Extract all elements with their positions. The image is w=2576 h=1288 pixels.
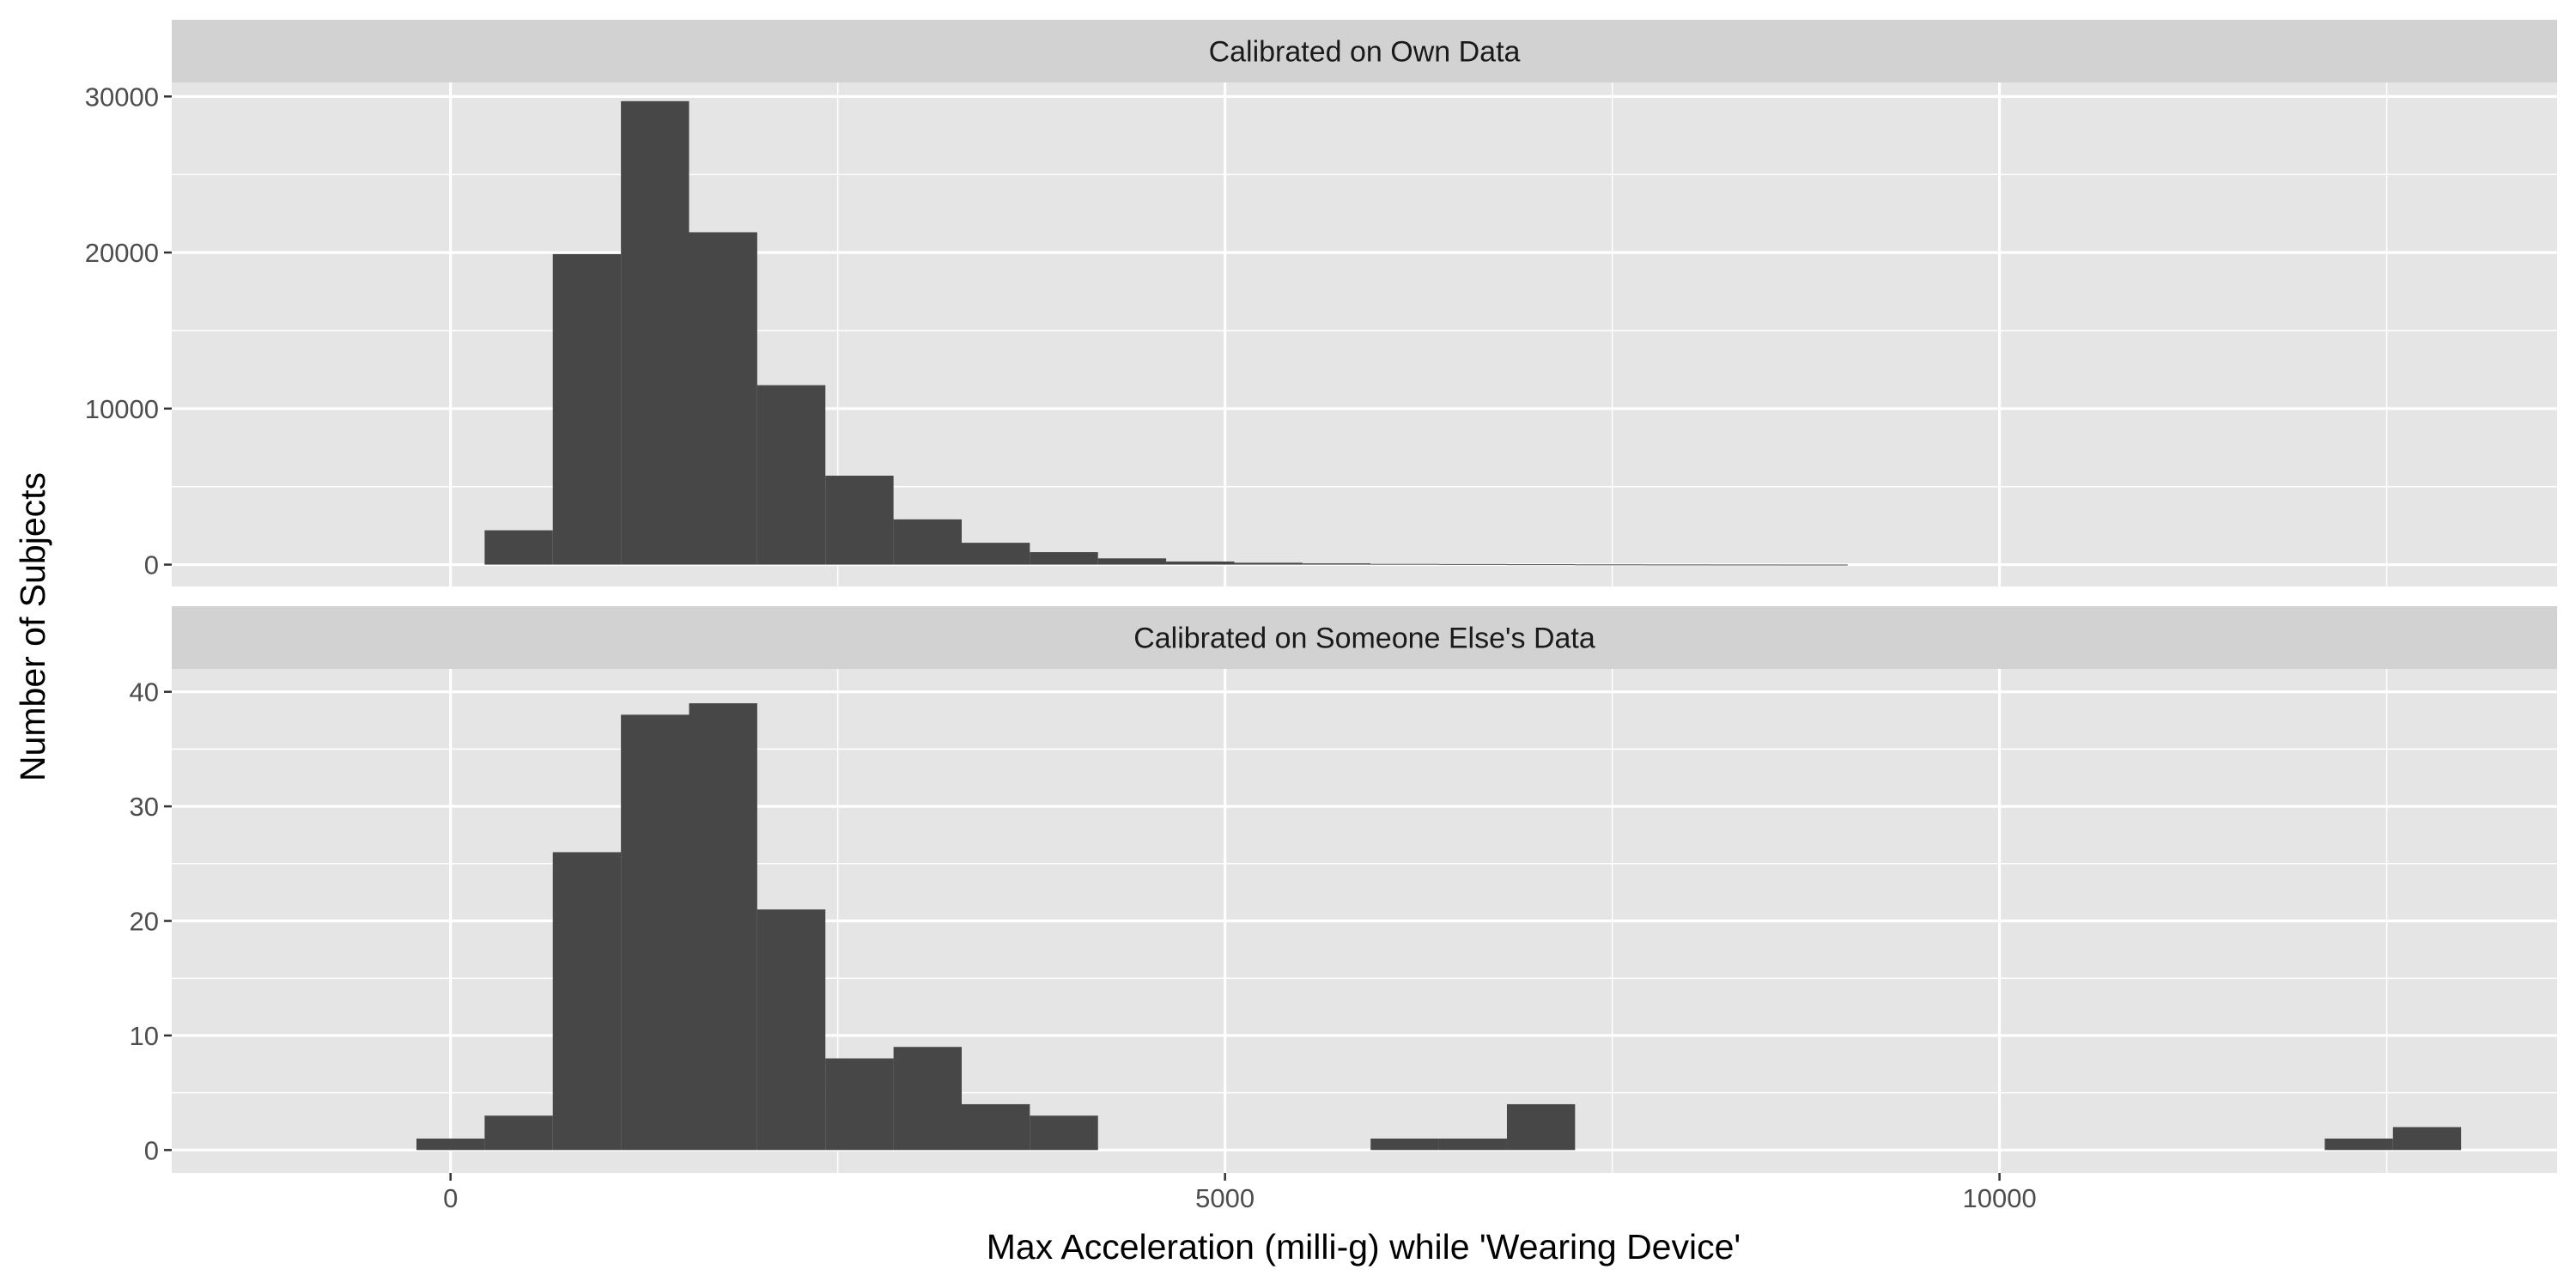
y-tick-label: 0 — [144, 1135, 159, 1165]
panels: Calibrated on Own Data0100002000030000Ca… — [85, 20, 2557, 1213]
histogram-bar — [825, 475, 894, 565]
histogram-bar — [689, 232, 757, 565]
panel-background — [172, 82, 2557, 586]
y-tick-label: 0 — [144, 550, 159, 580]
x-axis-title: Max Acceleration (milli-g) while 'Wearin… — [987, 1227, 1741, 1267]
histogram-bar — [1506, 1103, 1576, 1151]
panel-1: Calibrated on Own Data 0 10000 20000 30000 — [85, 20, 2557, 586]
y-axis-title: Number of Subjects — [13, 472, 52, 781]
histogram-bar — [1506, 564, 1576, 566]
histogram-bar — [484, 530, 553, 565]
panel-2: Calibrated on Someone Else's Data 0 10 20 30… — [130, 606, 2557, 1213]
histogram-bar — [552, 253, 622, 565]
histogram-bar — [621, 100, 690, 565]
x-tick-label: 10000 — [1962, 1183, 2036, 1213]
histogram-bar — [1643, 564, 1712, 566]
histogram-bar — [2392, 1127, 2462, 1151]
y-tick-label: 20 — [130, 907, 159, 937]
histogram-bar — [825, 1058, 894, 1151]
histogram-bar — [1438, 563, 1507, 565]
facet-strip-label: Calibrated on Someone Else's Data — [1133, 623, 1595, 655]
histogram-bar — [1438, 1138, 1507, 1151]
histogram-bars — [484, 100, 1848, 566]
histogram-bar — [1030, 552, 1098, 565]
x-tick-label: 5000 — [1195, 1183, 1255, 1213]
histogram-bar — [961, 543, 1030, 565]
y-tick-label: 30000 — [85, 82, 159, 112]
histogram-bar — [689, 703, 757, 1151]
histogram-bar — [1302, 563, 1371, 565]
histogram-bars — [416, 703, 2462, 1151]
histogram-bar — [1779, 564, 1848, 566]
histogram-bar — [961, 1103, 1030, 1151]
histogram-bar — [756, 385, 826, 565]
x-tick-label: 0 — [443, 1183, 458, 1213]
y-tick-label: 30 — [130, 792, 159, 822]
histogram-bar — [621, 714, 690, 1151]
histogram-bar — [1575, 564, 1643, 566]
histogram-bar — [1097, 558, 1167, 565]
histogram-bar — [2324, 1138, 2393, 1151]
facet-strip-label: Calibrated on Own Data — [1209, 36, 1521, 69]
histogram-bar — [756, 909, 826, 1151]
facet-strip — [172, 606, 2557, 669]
histogram-bar — [416, 1138, 485, 1151]
histogram-bar — [1030, 1115, 1098, 1151]
histogram-bar — [1166, 561, 1235, 565]
facet-strip — [172, 20, 2557, 82]
histogram-bar — [893, 519, 962, 565]
histogram-bar — [552, 852, 622, 1151]
y-tick-label: 10 — [130, 1021, 159, 1051]
histogram-bar — [484, 1115, 553, 1151]
y-tick-label: 10000 — [85, 394, 159, 424]
histogram-bar — [1711, 564, 1780, 566]
histogram-bar — [893, 1047, 962, 1151]
histogram-bar — [1370, 563, 1439, 565]
y-tick-label: 40 — [130, 677, 159, 708]
histogram-bar — [1234, 562, 1303, 565]
y-tick-label: 20000 — [85, 238, 159, 268]
histogram-bar — [1370, 1138, 1439, 1151]
